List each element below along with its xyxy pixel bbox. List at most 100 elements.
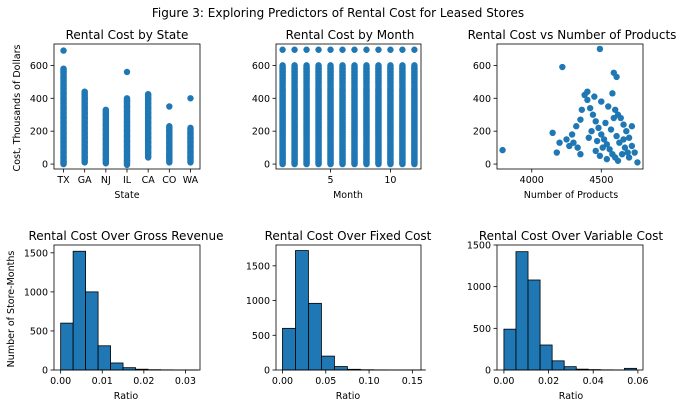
x-tick-label: 0.00 xyxy=(493,376,514,387)
data-point xyxy=(60,129,67,137)
x-axis-label: Ratio xyxy=(559,391,584,402)
data-point xyxy=(586,104,594,112)
data-point xyxy=(187,139,194,146)
panel-title: Rental Cost Over Variable Cost xyxy=(479,229,664,243)
data-point xyxy=(102,131,110,138)
y-tick-label: 400 xyxy=(252,94,270,105)
data-point xyxy=(339,86,346,93)
data-point xyxy=(102,136,110,143)
axes-frame xyxy=(275,244,422,371)
data-point xyxy=(187,134,194,141)
data-point xyxy=(144,100,152,107)
data-point xyxy=(123,123,131,130)
histogram-bar xyxy=(60,322,74,371)
x-axis-label: Month xyxy=(333,190,363,201)
data-point xyxy=(279,62,286,69)
histogram-bar xyxy=(110,362,124,371)
data-point xyxy=(102,146,110,153)
data-point xyxy=(568,131,576,138)
panel-rental-by-month: Rental Cost by Month 0 200 400 600 5 10 Month xyxy=(252,28,422,201)
data-point xyxy=(60,75,67,82)
data-point xyxy=(60,149,67,156)
data-point xyxy=(351,86,358,93)
y-tick-label: 500 xyxy=(252,331,270,342)
y-tick-label: 1500 xyxy=(24,248,48,259)
x-tick-label: NJ xyxy=(101,175,111,186)
x-tick-label: 0.00 xyxy=(272,376,293,387)
data-point xyxy=(303,62,310,69)
data-point xyxy=(339,62,346,69)
data-point xyxy=(611,106,619,113)
data-point xyxy=(628,142,636,150)
x-tick-label: GA xyxy=(78,175,92,186)
data-point xyxy=(166,132,173,140)
data-point xyxy=(60,104,67,112)
data-point xyxy=(600,136,608,143)
data-point xyxy=(563,136,570,143)
data-point xyxy=(144,134,152,141)
histogram-bar xyxy=(539,344,553,371)
data-point xyxy=(123,142,131,150)
data-point xyxy=(81,109,88,117)
data-point xyxy=(327,86,334,93)
data-point xyxy=(613,73,620,81)
data-point xyxy=(144,129,152,137)
data-point xyxy=(60,100,67,107)
x-tick-label: CO xyxy=(162,175,176,186)
x-tick-label: TX xyxy=(56,175,70,186)
data-point xyxy=(102,126,110,133)
data-point xyxy=(618,150,626,158)
histogram-bar xyxy=(563,366,577,371)
histogram-bar xyxy=(295,250,309,371)
data-point xyxy=(621,144,629,151)
data-point xyxy=(60,65,67,72)
data-point xyxy=(614,157,622,164)
data-point xyxy=(623,127,630,135)
data-point xyxy=(599,144,606,151)
data-point xyxy=(187,124,194,132)
data-point xyxy=(598,98,605,105)
data-point xyxy=(291,86,298,93)
data-point xyxy=(411,86,418,93)
data-point xyxy=(598,131,605,138)
panel-rental-over-fixed-cost: Rental Cost Over Fixed Cost 0 500 1000 1500… xyxy=(246,229,432,402)
y-tick-label: 0 xyxy=(42,160,48,171)
data-point xyxy=(187,154,194,161)
data-point xyxy=(81,95,88,102)
x-tick-label: 0.02 xyxy=(133,376,154,387)
data-point xyxy=(166,103,173,110)
data-point xyxy=(315,86,322,93)
data-point xyxy=(81,114,88,122)
histogram-bar xyxy=(321,355,335,371)
data-point xyxy=(123,103,131,110)
panel-rental-by-state: Rental Cost by State 0 200 400 600 TX GA NJ IL C… xyxy=(12,28,201,201)
data-point xyxy=(303,86,310,93)
data-point xyxy=(573,123,580,130)
data-point xyxy=(363,62,370,69)
data-point xyxy=(617,114,624,122)
data-point xyxy=(279,46,286,53)
data-point xyxy=(591,93,598,100)
data-point xyxy=(81,149,88,156)
data-point xyxy=(628,123,636,130)
data-point xyxy=(187,144,194,151)
histogram-bar xyxy=(97,345,111,371)
axes-frame xyxy=(275,43,422,170)
data-point xyxy=(499,146,506,154)
panel-title: Rental Cost vs Number of Products xyxy=(468,28,677,42)
data-point xyxy=(144,154,152,161)
data-point xyxy=(102,116,110,123)
data-point xyxy=(60,144,67,151)
y-tick-label: 200 xyxy=(252,127,270,138)
data-point xyxy=(166,159,173,166)
data-point xyxy=(399,46,406,53)
data-point xyxy=(584,96,591,104)
data-point xyxy=(123,137,131,145)
x-axis-label: Number of Products xyxy=(524,190,618,201)
data-point xyxy=(60,47,67,54)
data-point xyxy=(81,88,88,95)
data-point xyxy=(187,159,194,166)
data-point xyxy=(363,86,370,93)
data-point xyxy=(605,103,612,110)
